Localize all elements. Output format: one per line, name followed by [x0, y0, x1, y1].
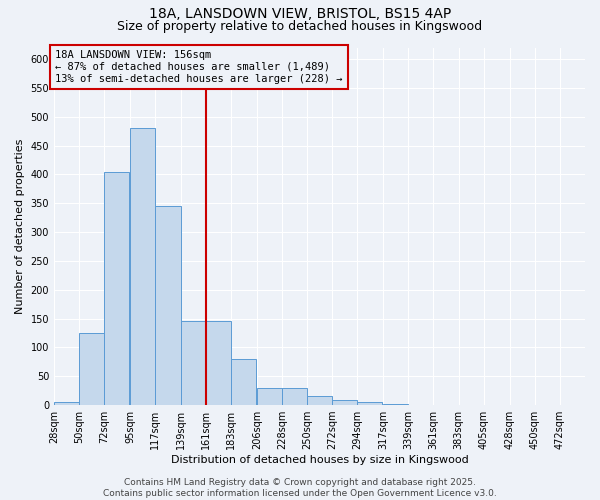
Bar — [257, 388, 282, 405]
Bar — [206, 322, 230, 405]
Text: Contains HM Land Registry data © Crown copyright and database right 2025.
Contai: Contains HM Land Registry data © Crown c… — [103, 478, 497, 498]
Bar — [433, 404, 458, 405]
Bar — [458, 404, 484, 405]
Bar — [282, 388, 307, 405]
Bar — [332, 400, 357, 405]
Bar — [307, 396, 332, 405]
Bar — [54, 402, 79, 405]
Text: 18A LANSDOWN VIEW: 156sqm
← 87% of detached houses are smaller (1,489)
13% of se: 18A LANSDOWN VIEW: 156sqm ← 87% of detac… — [55, 50, 343, 84]
Bar — [560, 404, 585, 405]
Bar — [130, 128, 155, 405]
Y-axis label: Number of detached properties: Number of detached properties — [15, 138, 25, 314]
Text: 18A, LANSDOWN VIEW, BRISTOL, BS15 4AP: 18A, LANSDOWN VIEW, BRISTOL, BS15 4AP — [149, 8, 451, 22]
X-axis label: Distribution of detached houses by size in Kingswood: Distribution of detached houses by size … — [170, 455, 469, 465]
Bar — [181, 322, 206, 405]
Bar — [155, 206, 181, 405]
Bar — [409, 404, 433, 405]
Text: Size of property relative to detached houses in Kingswood: Size of property relative to detached ho… — [118, 20, 482, 33]
Bar — [104, 172, 129, 405]
Bar — [383, 404, 409, 405]
Bar — [357, 402, 382, 405]
Bar — [230, 359, 256, 405]
Bar — [79, 333, 104, 405]
